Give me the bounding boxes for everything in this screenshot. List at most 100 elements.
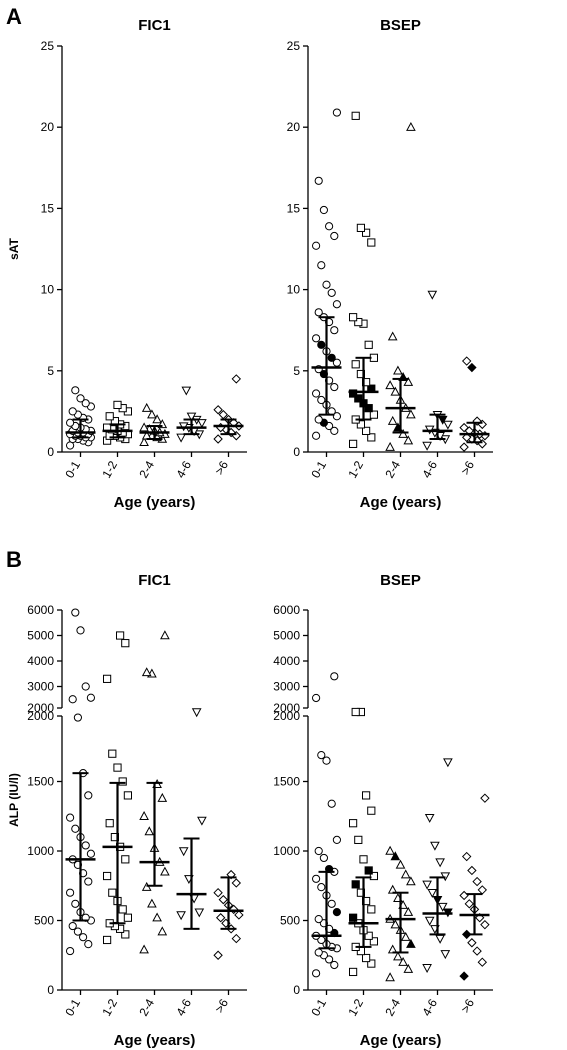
- data-point: [121, 639, 130, 648]
- data-point: [477, 885, 488, 895]
- y-tick-label: 15: [287, 201, 301, 215]
- data-point: [367, 905, 376, 914]
- data-point: [66, 888, 75, 897]
- data-point: [330, 382, 339, 392]
- data-point: [398, 956, 408, 966]
- data-point: [152, 414, 162, 424]
- data-point: [191, 708, 202, 718]
- data-point: [387, 331, 398, 341]
- data-point: [314, 948, 323, 957]
- data-point: [403, 376, 414, 386]
- y-tick-label: 25: [41, 39, 55, 53]
- data-point: [105, 412, 114, 421]
- data-point: [160, 630, 170, 640]
- y-tick-label: 4000: [27, 654, 54, 668]
- data-point: [362, 426, 371, 435]
- data-point: [349, 439, 358, 448]
- y-tick-label: 15: [41, 201, 55, 215]
- data-point: [160, 866, 170, 876]
- data-point: [330, 960, 339, 970]
- data-point: [467, 362, 477, 373]
- data-point: [332, 108, 341, 117]
- data-point: [332, 835, 341, 844]
- data-point: [71, 386, 80, 395]
- data-point: [354, 394, 363, 403]
- data-point: [314, 176, 323, 185]
- data-point: [327, 288, 336, 297]
- chart-title: FIC1: [138, 17, 171, 34]
- data-point: [367, 238, 376, 247]
- data-point: [121, 855, 130, 864]
- data-point: [317, 883, 326, 892]
- data-point: [406, 409, 416, 419]
- data-point: [197, 419, 207, 429]
- y-tick-label: 20: [41, 120, 55, 134]
- data-point: [459, 890, 469, 901]
- y-tick-label: 1000: [27, 844, 54, 858]
- data-point: [213, 405, 223, 415]
- data-point: [176, 433, 186, 443]
- data-point: [349, 913, 358, 922]
- data-point: [480, 919, 490, 930]
- data-point: [393, 951, 403, 961]
- data-point: [435, 934, 445, 944]
- x-tick-label: 1-2: [99, 458, 120, 480]
- data-point: [480, 793, 490, 803]
- data-point: [312, 389, 321, 398]
- data-point: [430, 841, 440, 851]
- data-point: [461, 851, 472, 862]
- data-point: [403, 963, 414, 973]
- data-point: [73, 927, 83, 936]
- data-point: [317, 340, 326, 349]
- data-point: [461, 356, 472, 366]
- data-point: [147, 898, 157, 908]
- y-tick-label: 5: [47, 364, 54, 378]
- y-tick-label: 2000: [273, 709, 300, 723]
- y-tick-label: 0: [293, 445, 300, 459]
- x-tick-label: 0-1: [62, 458, 83, 480]
- data-point: [459, 442, 469, 452]
- data-point: [152, 912, 162, 922]
- data-point: [367, 433, 376, 442]
- data-point: [369, 410, 378, 419]
- data-point: [354, 317, 363, 327]
- data-point: [215, 913, 226, 923]
- data-point: [393, 365, 403, 375]
- y-tick-label: 1500: [273, 775, 300, 789]
- data-point: [400, 931, 411, 941]
- y-axis-label: sAT: [7, 237, 21, 259]
- data-point: [359, 855, 368, 864]
- data-point: [317, 395, 326, 405]
- data-point: [81, 682, 90, 691]
- data-point: [68, 407, 77, 416]
- panel-a-letter: A: [6, 4, 22, 29]
- data-point: [213, 434, 223, 444]
- data-point: [349, 313, 358, 322]
- data-point: [390, 386, 401, 396]
- data-point: [364, 931, 373, 940]
- data-point: [332, 412, 341, 421]
- y-tick-label: 6000: [273, 603, 300, 617]
- data-point: [459, 422, 469, 433]
- data-point: [330, 672, 339, 681]
- data-point: [84, 877, 93, 886]
- data-point: [312, 334, 321, 343]
- data-point: [139, 944, 149, 954]
- data-point: [424, 813, 435, 823]
- x-tick-label: 0-1: [62, 996, 83, 1018]
- data-point: [330, 231, 339, 241]
- y-tick-label: 0: [293, 983, 300, 997]
- data-point: [66, 813, 75, 822]
- y-tick-label: 0: [47, 983, 54, 997]
- data-point: [477, 957, 488, 967]
- data-point: [422, 964, 432, 974]
- y-tick-label: 0: [47, 445, 54, 459]
- data-point: [325, 955, 334, 964]
- data-point: [322, 280, 331, 289]
- data-point: [73, 713, 83, 722]
- y-tick-label: 2000: [27, 701, 54, 715]
- data-point: [322, 756, 331, 765]
- data-point: [68, 695, 77, 704]
- data-point: [317, 261, 326, 270]
- data-point: [186, 412, 197, 422]
